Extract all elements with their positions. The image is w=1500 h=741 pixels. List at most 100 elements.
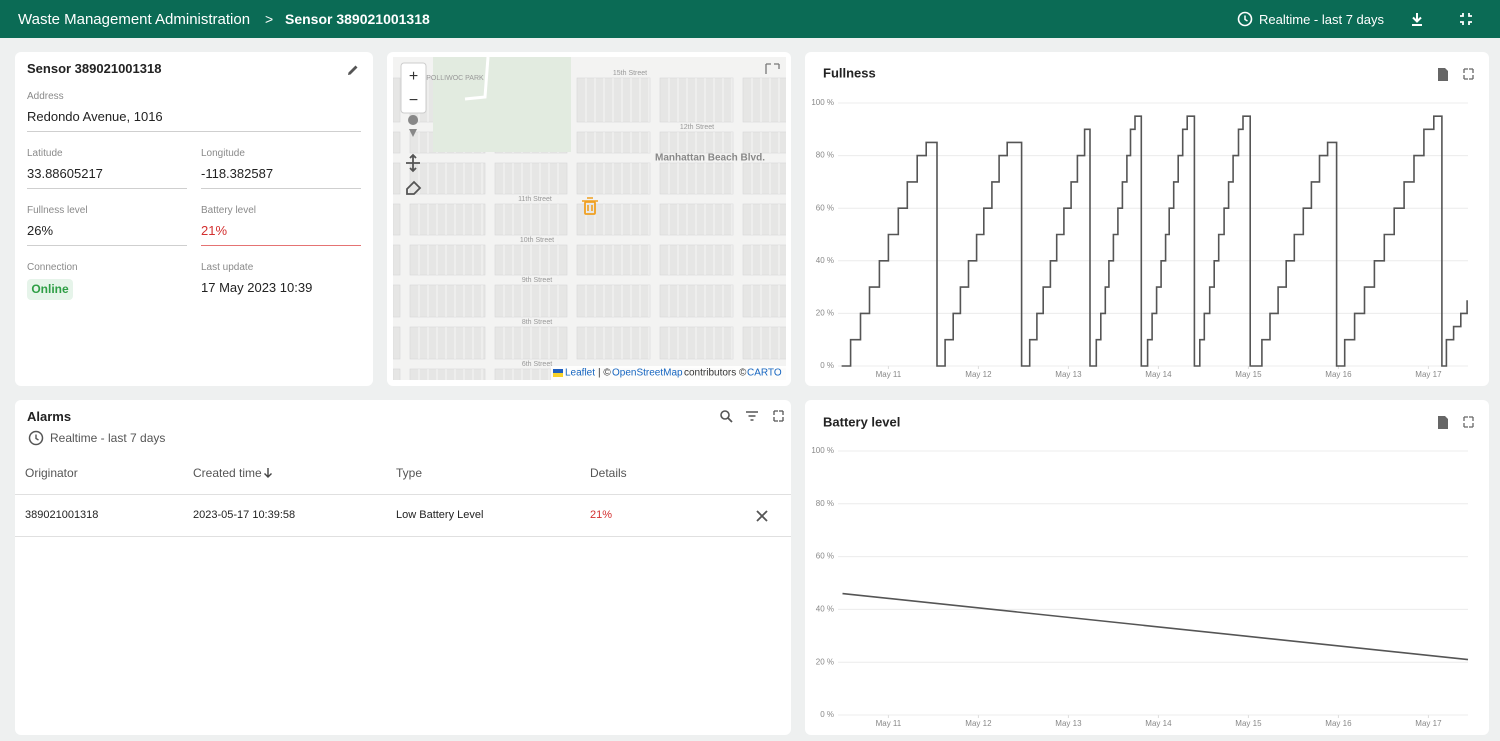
field-label: Address	[27, 91, 64, 102]
table-divider	[15, 536, 791, 537]
fullscreen-icon[interactable]	[1463, 416, 1474, 428]
map-block	[742, 162, 786, 195]
column-header[interactable]: Details	[590, 466, 627, 480]
map-block	[409, 162, 486, 195]
move-tool[interactable]	[406, 153, 420, 173]
alarm-toolbar	[720, 410, 784, 423]
column-header[interactable]: Originator	[25, 466, 78, 480]
export-icon[interactable]	[1438, 68, 1448, 81]
column-header[interactable]: Type	[396, 466, 423, 480]
field-underline	[27, 188, 187, 189]
x-tick-label: May 17	[1415, 370, 1442, 379]
search-icon[interactable]	[720, 410, 733, 423]
field-underline	[27, 245, 187, 246]
zoom-in[interactable]: +	[409, 68, 418, 85]
cell: 389021001318	[25, 509, 99, 521]
timewindow[interactable]: Realtime - last 7 days	[1259, 12, 1384, 27]
field-underline	[201, 188, 361, 189]
map-block	[393, 162, 401, 195]
chart: Battery level 0 % 20 % 40 % 60 % 80 % 100 % Ma…	[811, 414, 1474, 728]
attribution-link[interactable]: CARTO	[747, 368, 782, 379]
filter-icon[interactable]	[746, 411, 758, 421]
field-label: Last update	[201, 262, 254, 273]
x-tick-label: May 13	[1055, 719, 1082, 728]
clock-icon	[28, 430, 44, 446]
map-fullscreen[interactable]	[765, 63, 780, 74]
map-label: 15th Street	[613, 70, 647, 77]
fullscreen-icon[interactable]	[773, 410, 784, 422]
map-block	[393, 131, 401, 154]
table-divider	[15, 494, 791, 495]
y-tick-label: 20 %	[816, 657, 834, 666]
chart-card: Fullness 0 % 20 % 40 % 60 % 80 % 100 % May 11 M…	[805, 52, 1489, 386]
cell: 2023-05-17 10:39:58	[193, 509, 296, 521]
exit-fullscreen-icon[interactable]	[1458, 11, 1474, 27]
map-label: Manhattan Beach Blvd.	[655, 153, 765, 164]
field-label: Latitude	[27, 148, 63, 159]
map-block	[409, 284, 486, 318]
status-chip: Online	[27, 279, 73, 300]
map-block	[393, 203, 401, 236]
zoom-control	[400, 62, 427, 114]
map-label: 9th Street	[522, 277, 552, 284]
y-tick-label: 20 %	[816, 309, 834, 318]
x-tick-label: May 13	[1055, 370, 1082, 379]
field-value: 26%	[27, 223, 54, 238]
map-label: POLLIWOC PARK	[426, 75, 484, 82]
field-underline	[201, 245, 361, 246]
field-label: Fullness level	[27, 205, 88, 216]
map-block	[742, 77, 786, 123]
attribution-bg	[551, 366, 786, 380]
map-block	[393, 368, 401, 380]
cell: Low Battery Level	[396, 509, 484, 521]
bin-marker[interactable]	[582, 197, 598, 215]
field-label: Battery level	[201, 205, 257, 216]
sort-arrow[interactable]	[262, 467, 274, 479]
field-value: 33.88605217	[27, 166, 103, 181]
y-tick-label: 0 %	[820, 361, 834, 370]
x-tick-label: May 15	[1235, 370, 1262, 379]
erase-tool[interactable]	[406, 180, 422, 195]
edit-icon[interactable]	[346, 63, 360, 77]
map-block	[742, 244, 786, 276]
field-value: 17 May 2023 10:39	[201, 280, 313, 295]
map[interactable]: POLLIWOC PARK 15th Street 12th Street Manha…	[393, 57, 786, 380]
fullscreen-icon[interactable]	[1463, 68, 1474, 80]
zoom-out[interactable]: −	[409, 92, 418, 109]
export-icon[interactable]	[1438, 416, 1448, 429]
map-label: 6th Street	[522, 361, 552, 368]
field-label: Longitude	[201, 148, 245, 159]
top-bar: Waste Management Administration > Sensor…	[0, 0, 1500, 38]
x-tick-label: May 11	[876, 719, 902, 728]
sensor-card: Sensor 389021001318 Address Redondo Aven…	[15, 52, 373, 386]
alarms-card: Alarms Realtime - last 7 days Originator…	[15, 400, 791, 735]
alarms-title: Alarms	[27, 409, 72, 424]
map-block	[409, 326, 486, 360]
flag	[553, 373, 563, 377]
y-tick-label: 100 %	[811, 446, 834, 455]
data-line	[841, 115, 1468, 367]
x-tick-label: May 17	[1415, 719, 1442, 728]
attribution-link[interactable]: Leaflet	[565, 368, 595, 379]
field-value: Redondo Avenue, 1016	[27, 109, 163, 124]
attribution-text: | ©	[598, 368, 611, 379]
map-label: 8th Street	[522, 319, 552, 326]
breadcrumb-root[interactable]: Waste Management Administration	[18, 11, 251, 28]
park	[433, 57, 571, 152]
download-icon[interactable]	[1409, 11, 1425, 27]
chart-title: Fullness	[823, 65, 876, 80]
clock-icon[interactable]	[1237, 11, 1253, 27]
park-path	[464, 57, 490, 101]
attribution-link[interactable]: OpenStreetMap	[612, 368, 683, 379]
marker-tool[interactable]	[408, 115, 419, 137]
x-tick-label: May 11	[876, 370, 902, 379]
map-label: 10th Street	[520, 237, 554, 244]
clear-alarm[interactable]	[755, 509, 769, 523]
field-underline	[27, 131, 361, 132]
x-tick-label: May 14	[1145, 370, 1172, 379]
column-header[interactable]: Created time	[193, 466, 262, 480]
alarms-timewindow[interactable]: Realtime - last 7 days	[50, 431, 166, 445]
map-block	[393, 77, 401, 123]
map-block	[742, 284, 786, 318]
